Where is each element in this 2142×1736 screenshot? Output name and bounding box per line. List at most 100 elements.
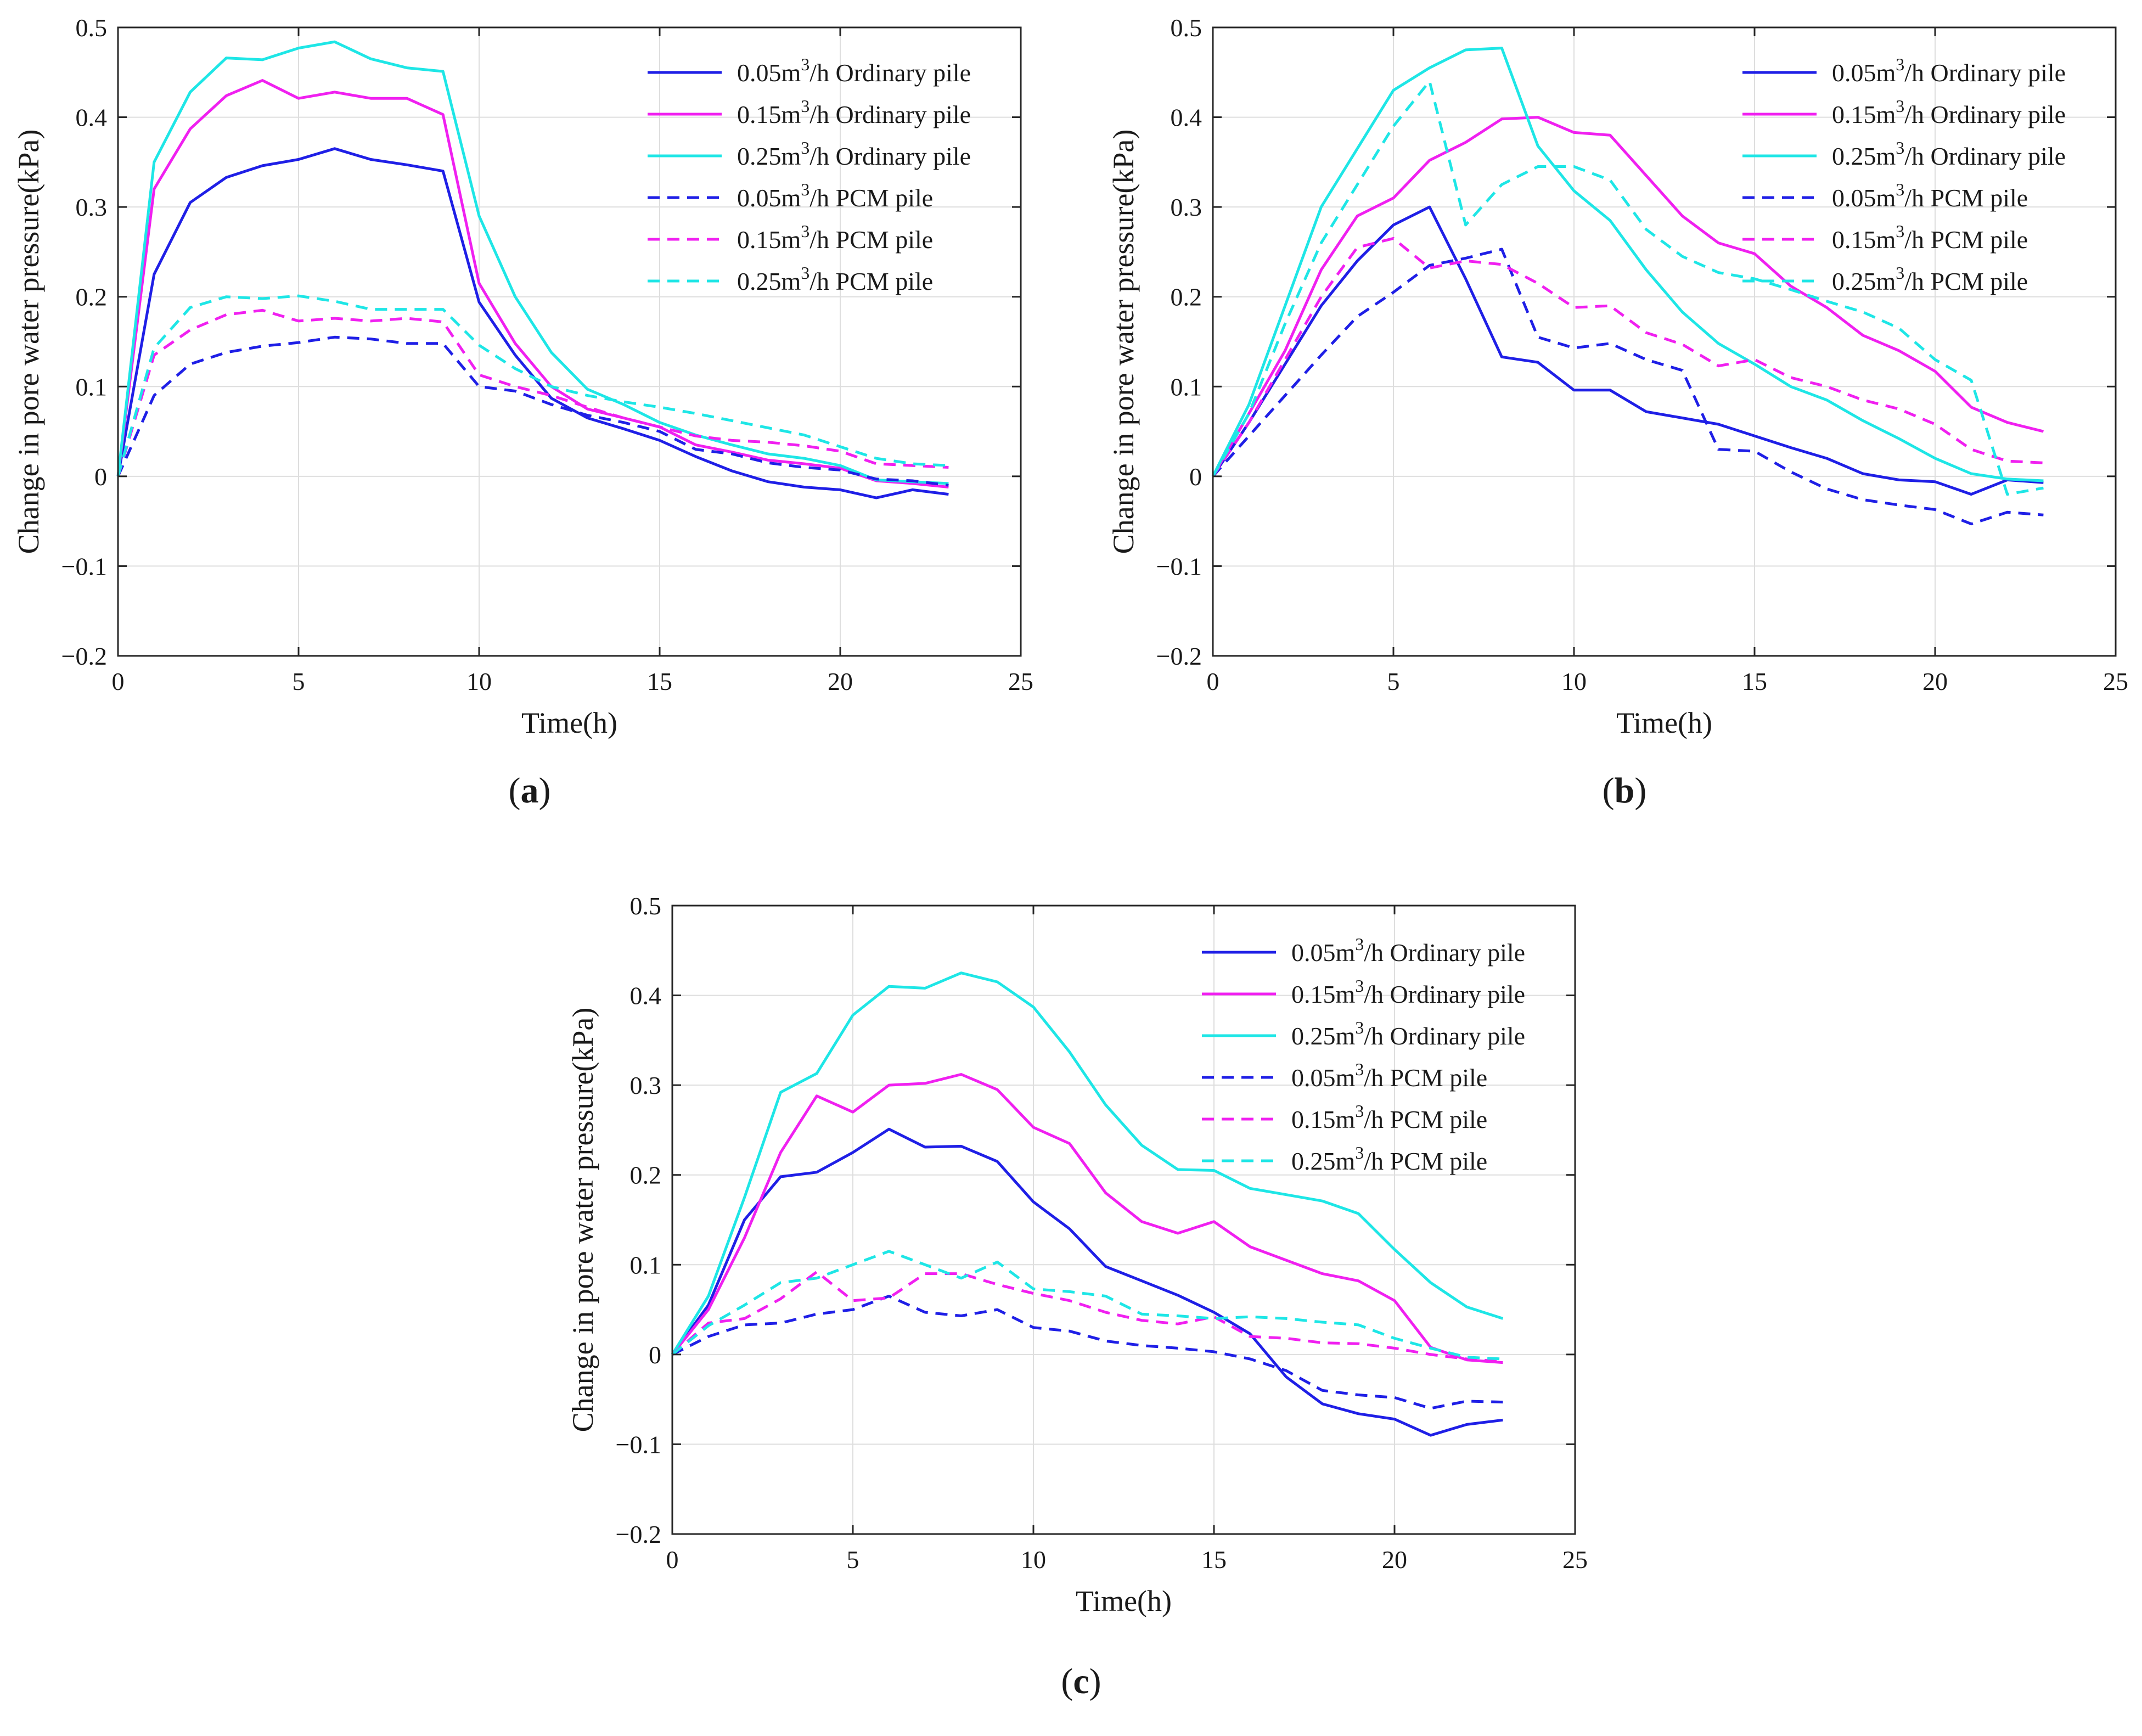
series-line-ordinary-0_25 (671, 971, 1504, 1356)
x-tick-label: 10 (1021, 1546, 1046, 1574)
chart-panel-c: 0 5 10 15 20 25 −0.2 −0.1 0 0.1 0.2 0.3 0.4 0.5 Time(h… (566, 892, 1588, 1701)
y-axis-label: Change in pore water pressure(kPa) (12, 130, 45, 554)
y-tick-label: 0.2 (76, 283, 108, 311)
legend-entry: 0.05m3/h Ordinary pile (1291, 934, 1525, 967)
series-line-pcm-0_05 (671, 1295, 1503, 1410)
series-line-pcm-0_15 (116, 308, 949, 477)
legend-entry: 0.05m3/h PCM pile (1291, 1059, 1487, 1092)
ticks: 0 5 10 15 20 25 −0.2 −0.1 0 0.1 0.2 0.3 0.4 0.5 (616, 892, 1588, 1574)
x-axis-label: Time(h) (1076, 1585, 1172, 1617)
x-tick-label: 10 (1561, 667, 1587, 695)
series-group (1211, 47, 2044, 526)
y-tick-label: 0.3 (1171, 193, 1202, 221)
series-line-pcm-0_05 (1212, 248, 2044, 526)
series-line-ordinary-0_15 (1211, 116, 2044, 477)
y-tick-label: −0.1 (61, 552, 107, 580)
y-axis-label: Change in pore water pressure(kPa) (1107, 130, 1140, 554)
grid (1213, 27, 2116, 656)
legend-entry: 0.15m3/h PCM pile (1832, 221, 2028, 254)
y-tick-label: −0.2 (1156, 642, 1202, 670)
y-tick-label: 0.4 (630, 982, 662, 1010)
axes-box (671, 904, 1576, 1535)
series-group (116, 40, 949, 499)
y-tick-label: 0 (94, 463, 107, 491)
grid (672, 906, 1575, 1534)
grid (118, 27, 1021, 656)
series-line-pcm-0_05 (116, 335, 949, 487)
x-tick-label: 25 (1562, 1546, 1588, 1574)
x-tick-label: 0 (1207, 667, 1219, 695)
legend-entry: 0.15m3/h Ordinary pile (737, 96, 971, 128)
series-line-ordinary-0_25 (116, 40, 949, 485)
y-tick-label: 0.2 (1171, 283, 1202, 311)
legend-entry: 0.05m3/h PCM pile (1832, 179, 2028, 212)
chart-panel-b: 0 5 10 15 20 25 −0.2 −0.1 0 0.1 0.2 0.3 0.4 0.5 Time(h… (1107, 14, 2128, 811)
y-tick-label: 0.4 (76, 104, 108, 132)
series-line-pcm-0_15 (671, 1270, 1503, 1363)
series-line-pcm-0_25 (671, 1250, 1503, 1361)
legend: 0.05m3/h Ordinary pile 0.15m3/h Ordinary … (648, 54, 971, 295)
x-tick-label: 25 (2103, 667, 2128, 695)
legend-entry: 0.25m3/h Ordinary pile (737, 138, 971, 170)
ticks: 0 5 10 15 20 25 −0.2 −0.1 0 0.1 0.2 0.3 0.4 0.5 (1156, 14, 2128, 695)
y-tick-label: 0.5 (76, 14, 108, 42)
y-tick-label: −0.2 (616, 1520, 661, 1548)
y-tick-label: 0.4 (1171, 104, 1202, 132)
axes-box (117, 26, 1022, 657)
y-tick-label: −0.2 (61, 642, 107, 670)
y-tick-label: 0.1 (630, 1251, 662, 1279)
legend-entry: 0.25m3/h Ordinary pile (1832, 138, 2066, 170)
y-tick-label: −0.1 (1156, 552, 1202, 580)
legend-entry: 0.25m3/h PCM pile (1832, 263, 2028, 295)
legend: 0.05m3/h Ordinary pile 0.15m3/h Ordinary … (1202, 934, 1525, 1175)
legend: 0.05m3/h Ordinary pile 0.15m3/h Ordinary … (1742, 54, 2066, 295)
legend-entry: 0.05m3/h Ordinary pile (737, 54, 971, 87)
legend-entry: 0.25m3/h Ordinary pile (1291, 1018, 1525, 1050)
axes-box (1212, 26, 2117, 657)
series-line-ordinary-0_15 (116, 79, 949, 488)
panel-caption: (c) (1061, 1661, 1101, 1701)
x-axis-label: Time(h) (1616, 706, 1712, 739)
legend-entry: 0.05m3/h Ordinary pile (1832, 54, 2066, 87)
y-tick-label: 0 (649, 1341, 661, 1369)
y-tick-label: 0.5 (630, 892, 662, 920)
x-axis-label: Time(h) (521, 706, 617, 739)
x-tick-label: 20 (1922, 667, 1948, 695)
x-tick-label: 5 (293, 667, 305, 695)
x-tick-label: 15 (647, 667, 672, 695)
x-tick-label: 20 (1382, 1546, 1407, 1574)
y-tick-label: 0.3 (630, 1071, 662, 1099)
legend-entry: 0.15m3/h PCM pile (737, 221, 933, 254)
series-line-ordinary-0_05 (1211, 205, 2044, 496)
y-tick-label: 0.5 (1171, 14, 1202, 42)
x-tick-label: 5 (1387, 667, 1400, 695)
y-tick-label: 0 (1189, 463, 1202, 491)
y-tick-label: 0.3 (76, 193, 108, 221)
x-tick-label: 15 (1201, 1546, 1227, 1574)
y-tick-label: 0.1 (1171, 373, 1202, 401)
y-tick-label: −0.1 (616, 1430, 661, 1458)
legend-entry: 0.25m3/h PCM pile (1291, 1143, 1487, 1175)
panel-caption: (a) (509, 771, 551, 811)
legend-entry: 0.05m3/h PCM pile (737, 179, 933, 212)
y-tick-label: 0.2 (630, 1161, 662, 1189)
legend-entry: 0.15m3/h PCM pile (1291, 1101, 1487, 1133)
ticks: 0 5 10 15 20 25 −0.2 −0.1 0 0.1 0.2 0.3 0.4 0.5 (61, 14, 1033, 695)
series-line-ordinary-0_05 (671, 1127, 1503, 1437)
legend-entry: 0.25m3/h PCM pile (737, 263, 933, 295)
chart-panel-a: 0 5 10 15 20 25 −0.2 −0.1 0 0.1 0.2 0.3 0.4 0.5 Time(h… (12, 14, 1033, 811)
x-tick-label: 20 (828, 667, 853, 695)
x-tick-label: 5 (847, 1546, 859, 1574)
y-axis-label: Change in pore water pressure(kPa) (566, 1008, 599, 1432)
series-line-pcm-0_15 (1211, 237, 2044, 477)
series-line-ordinary-0_15 (671, 1073, 1503, 1364)
x-tick-label: 0 (666, 1546, 679, 1574)
x-tick-label: 10 (466, 667, 492, 695)
panel-caption: (b) (1603, 771, 1647, 811)
y-tick-label: 0.1 (76, 373, 108, 401)
x-tick-label: 0 (112, 667, 125, 695)
series-line-pcm-0_25 (1211, 80, 2044, 496)
legend-entry: 0.15m3/h Ordinary pile (1832, 96, 2066, 128)
